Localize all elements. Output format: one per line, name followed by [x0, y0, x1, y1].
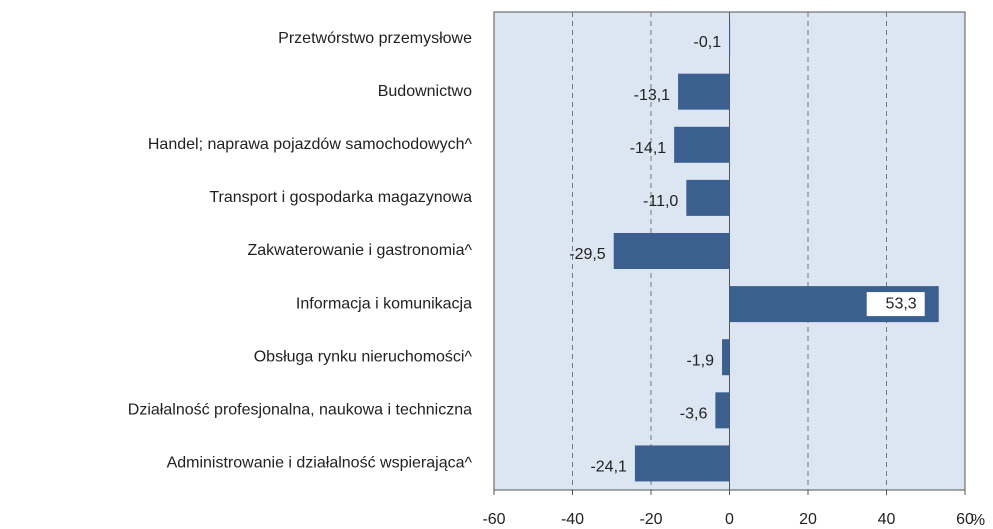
y-tick-label: Zakwaterowanie i gastronomia^	[248, 242, 473, 259]
y-tick-label: Działalność profesjonalna, naukowa i tec…	[128, 402, 472, 419]
bar	[715, 392, 730, 429]
value-label: -29,5	[569, 246, 606, 263]
x-tick-label: -60	[482, 511, 505, 528]
value-label: -24,1	[590, 459, 627, 476]
y-tick-label: Informacja i komunikacja	[296, 295, 472, 312]
bar	[686, 179, 730, 216]
x-unit: %	[971, 512, 985, 529]
y-tick-label: Transport i gospodarka magazynowa	[209, 189, 472, 206]
value-label: -3,6	[680, 406, 708, 423]
x-tick-label: 20	[799, 511, 817, 528]
x-tick-label: -40	[561, 511, 584, 528]
y-tick-label: Budownictwo	[378, 83, 472, 100]
value-label: -13,1	[634, 87, 671, 104]
y-tick-label: Administrowanie i działalność wspierając…	[167, 455, 473, 472]
value-label: -0,1	[694, 34, 722, 51]
y-tick-label: Przetwórstwo przemysłowe	[278, 30, 472, 47]
bar	[613, 233, 730, 269]
y-tick-label: Handel; naprawa pojazdów samochodowych^	[148, 136, 473, 153]
value-label: 53,3	[886, 295, 917, 312]
x-tick-label: 60	[956, 511, 974, 528]
y-tick-label: Obsługa rynku nieruchomości^	[254, 348, 473, 365]
x-tick-label: -20	[639, 511, 662, 528]
value-label: -11,0	[643, 193, 678, 210]
x-tick-label: 40	[878, 511, 896, 528]
bar	[634, 445, 730, 482]
value-label: -14,1	[630, 140, 667, 157]
bar	[674, 126, 730, 163]
x-tick-label: 0	[725, 511, 734, 528]
bar	[729, 20, 731, 57]
bar	[722, 339, 730, 376]
value-label-box	[866, 292, 925, 317]
bar	[678, 73, 730, 110]
value-label: -1,9	[686, 352, 714, 369]
